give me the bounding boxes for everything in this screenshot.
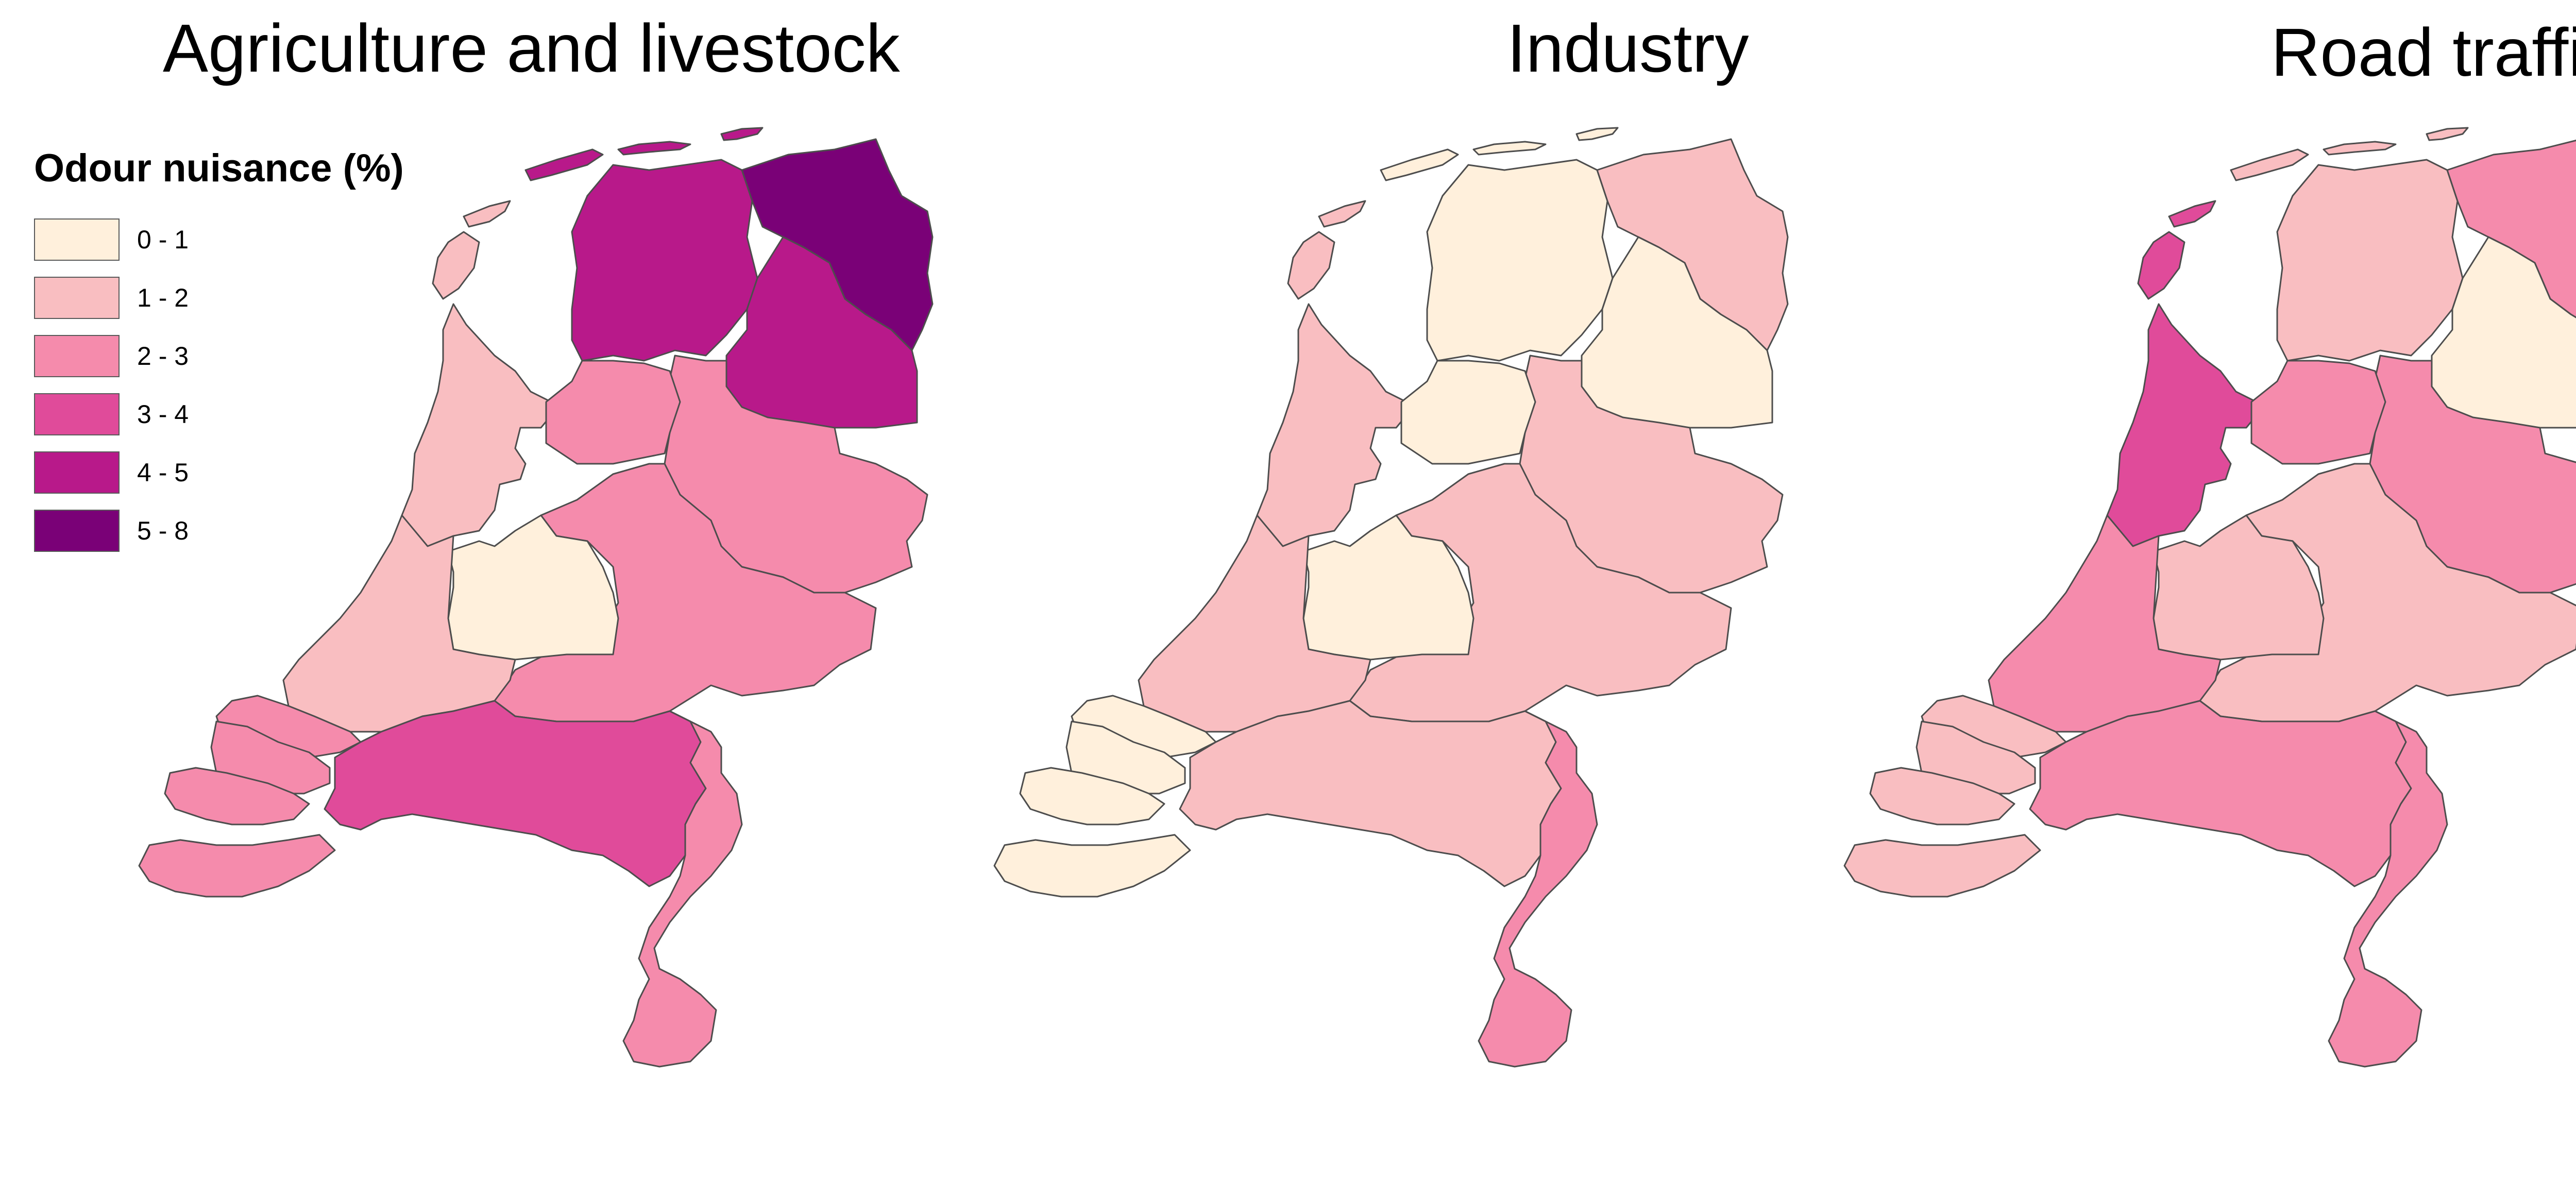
legend-item: 2 - 3 — [34, 327, 404, 385]
province-flevoland — [2250, 360, 2386, 465]
province-zeeland — [138, 834, 336, 898]
legend-swatch — [34, 509, 120, 552]
legend-swatch — [34, 393, 120, 435]
province-limburg — [1478, 710, 1598, 1068]
province-noord-holland — [2106, 303, 2260, 547]
province-friesland-island — [1575, 127, 1619, 141]
legend-label: 3 - 4 — [137, 399, 189, 429]
province-noord-holland — [1256, 303, 1410, 547]
province-friesland-island — [2323, 141, 2397, 156]
legend-swatch — [34, 276, 120, 319]
province-friesland — [1426, 159, 1614, 362]
legend-item: 4 - 5 — [34, 443, 404, 501]
province-zeeland — [1869, 767, 2015, 826]
province-friesland — [2276, 159, 2464, 362]
legend-swatch — [34, 218, 120, 261]
province-noord-holland — [401, 303, 555, 547]
province-friesland-island — [1380, 148, 1459, 181]
province-flevoland — [1400, 360, 1536, 465]
map-industry — [993, 127, 1789, 1068]
province-zeeland — [1065, 720, 1186, 795]
legend-title: Odour nuisance (%) — [34, 146, 404, 190]
map-title-road-traffic: Road traffic — [2271, 14, 2576, 90]
province-zeeland — [993, 834, 1191, 898]
province-zeeland — [1019, 767, 1165, 826]
province-friesland-island — [1472, 141, 1547, 156]
province-noord-holland-island — [463, 200, 511, 228]
province-friesland-island — [2230, 148, 2309, 181]
legend-label: 2 - 3 — [137, 341, 189, 370]
map-road-traffic — [1843, 127, 2576, 1068]
legend-swatch — [34, 451, 120, 494]
legend-label: 5 - 8 — [137, 516, 189, 545]
province-friesland-island — [720, 127, 764, 141]
province-flevoland — [545, 360, 681, 465]
map-title-industry: Industry — [1507, 10, 1749, 86]
province-friesland-island — [2426, 127, 2469, 141]
legend-item: 1 - 2 — [34, 268, 404, 327]
map-agriculture-and-livestock — [138, 127, 934, 1068]
province-friesland-island — [617, 141, 691, 156]
legend-swatch — [34, 334, 120, 377]
legend-label: 1 - 2 — [137, 283, 189, 312]
map-title-agriculture: Agriculture and livestock — [163, 10, 900, 86]
province-zeeland — [1916, 720, 2036, 795]
province-noord-holland-island — [1318, 200, 1366, 228]
province-noord-holland-island — [432, 231, 480, 300]
province-friesland — [571, 159, 758, 362]
legend-label: 4 - 5 — [137, 458, 189, 487]
province-limburg — [622, 710, 743, 1068]
province-limburg — [2328, 710, 2448, 1068]
legend: Odour nuisance (%) 0 - 1 1 - 2 2 - 3 3 -… — [34, 146, 404, 560]
province-noord-holland-island — [2137, 231, 2185, 300]
legend-item: 3 - 4 — [34, 385, 404, 443]
province-zeeland — [1843, 834, 2041, 898]
province-zeeland — [164, 767, 310, 826]
province-noord-holland-island — [2168, 200, 2216, 228]
legend-label: 0 - 1 — [137, 225, 189, 254]
province-zeeland — [210, 720, 331, 795]
province-noord-holland-island — [1287, 231, 1335, 300]
province-friesland-island — [524, 148, 604, 181]
legend-item: 0 - 1 — [34, 210, 404, 268]
legend-item: 5 - 8 — [34, 501, 404, 560]
